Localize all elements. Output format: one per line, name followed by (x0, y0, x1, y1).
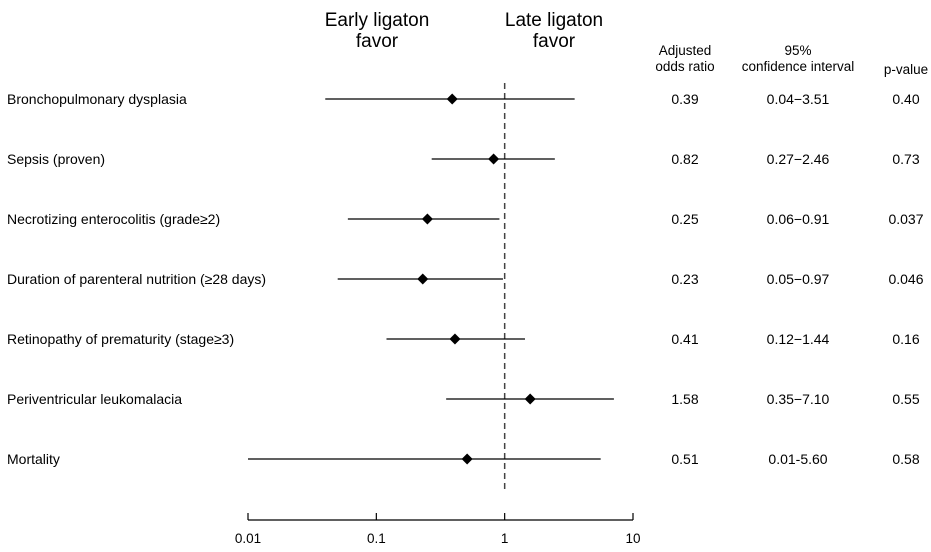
odds-ratio-value: 0.25 (671, 211, 698, 227)
p-value: 0.40 (892, 91, 919, 107)
odds-ratio-value: 0.82 (671, 151, 698, 167)
p-value: 0.046 (888, 271, 923, 287)
odds-ratio-value: 1.58 (671, 391, 698, 407)
p-value: 0.037 (888, 211, 923, 227)
favor-right-label: favor (533, 31, 576, 52)
x-tick-label: 10 (625, 531, 640, 546)
odds-ratio-marker (449, 333, 461, 345)
x-tick-label: 1 (501, 531, 509, 546)
odds-ratio-marker (524, 393, 536, 405)
row-label: Necrotizing enterocolitis (grade≥2) (7, 211, 220, 227)
column-header-odds-ratio: odds ratio (655, 59, 714, 74)
odds-ratio-marker (421, 213, 433, 225)
row-label: Retinopathy of prematurity (stage≥3) (7, 331, 234, 347)
x-axis: 0.01 0.1 1 10 (235, 513, 641, 546)
odds-ratio-value: 0.23 (671, 271, 698, 287)
p-value: 0.16 (892, 331, 919, 347)
column-header-confidence-interval: 95% (784, 43, 811, 58)
rows: Bronchopulmonary dysplasia 0.39 0.04−3.51 0… (7, 83, 924, 490)
confidence-interval-value: 0.06−0.91 (767, 211, 830, 227)
confidence-interval-value: 0.35−7.10 (767, 391, 830, 407)
column-header-odds-ratio: Adjusted (659, 43, 712, 58)
odds-ratio-marker (461, 453, 473, 465)
x-tick-label: 0.01 (235, 531, 261, 546)
row-label: Duration of parenteral nutrition (≥28 da… (7, 271, 266, 287)
column-header-p-value: p-value (884, 62, 928, 77)
confidence-interval-value: 0.12−1.44 (767, 331, 830, 347)
row-label: Bronchopulmonary dysplasia (7, 91, 187, 107)
odds-ratio-marker (488, 153, 500, 165)
confidence-interval-value: 0.27−2.46 (767, 151, 830, 167)
p-value: 0.73 (892, 151, 919, 167)
favor-right-label: Late ligaton (505, 10, 603, 31)
confidence-interval-value: 0.04−3.51 (767, 91, 830, 107)
column-header-confidence-interval: confidence interval (742, 59, 855, 74)
odds-ratio-marker (446, 93, 458, 105)
odds-ratio-value: 0.39 (671, 91, 698, 107)
odds-ratio-marker (417, 273, 429, 285)
p-value: 0.58 (892, 451, 919, 467)
x-tick-label: 0.1 (367, 531, 386, 546)
favor-left-label: Early ligaton (325, 10, 430, 31)
confidence-interval-value: 0.05−0.97 (767, 271, 830, 287)
confidence-interval-value: 0.01-5.60 (768, 451, 827, 467)
odds-ratio-value: 0.51 (671, 451, 698, 467)
row-label: Sepsis (proven) (7, 151, 105, 167)
row-label: Mortality (7, 451, 60, 467)
p-value: 0.55 (892, 391, 919, 407)
row-label: Periventricular leukomalacia (7, 391, 182, 407)
favor-left-label: favor (356, 31, 399, 52)
odds-ratio-value: 0.41 (671, 331, 698, 347)
